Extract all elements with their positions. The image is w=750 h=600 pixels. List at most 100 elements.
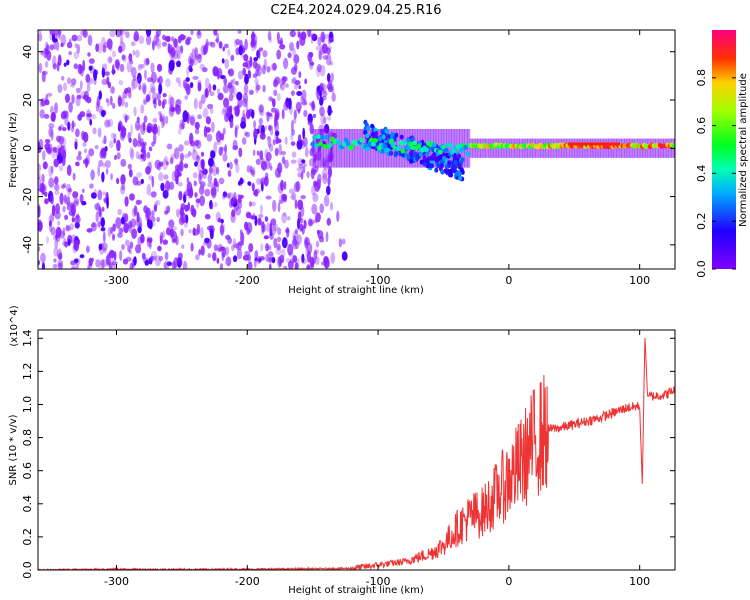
noise-blob xyxy=(62,205,66,213)
noise-blob xyxy=(293,54,300,65)
noise-blob xyxy=(268,162,272,170)
noise-blob xyxy=(327,72,331,83)
noise-blob xyxy=(122,113,128,120)
noise-blob xyxy=(146,183,152,196)
noise-blob xyxy=(235,124,239,131)
noise-blob xyxy=(209,91,215,96)
noise-blob xyxy=(79,193,84,204)
noise-blob xyxy=(38,30,42,34)
noise-blob xyxy=(195,139,202,149)
broadened-signal-blob xyxy=(430,163,434,169)
noise-blob xyxy=(207,103,214,110)
x-tick-label: -200 xyxy=(235,274,260,287)
noise-blob xyxy=(233,191,237,202)
noise-blob xyxy=(221,108,226,116)
noise-blob xyxy=(192,172,198,179)
broadened-signal-blob xyxy=(406,137,411,143)
noise-blob xyxy=(300,206,305,217)
noise-blob xyxy=(256,257,263,263)
noise-blob xyxy=(221,252,225,262)
noise-blob xyxy=(189,58,194,67)
noise-blob xyxy=(311,169,317,175)
noise-blob xyxy=(143,58,150,66)
noise-blob xyxy=(237,30,242,34)
noise-blob xyxy=(138,35,145,45)
noise-blob xyxy=(116,60,120,72)
noise-blob xyxy=(257,217,262,226)
signal-core xyxy=(327,142,333,148)
noise-blob xyxy=(104,160,111,169)
broadened-signal-blob xyxy=(443,168,448,174)
noise-blob xyxy=(292,118,297,124)
noise-blob xyxy=(291,151,297,158)
noise-blob xyxy=(311,203,318,215)
noise-blob xyxy=(318,50,322,61)
noise-blob xyxy=(53,258,57,263)
noise-blob xyxy=(268,112,273,117)
noise-blob xyxy=(251,182,255,192)
broadened-signal-blob xyxy=(374,131,379,136)
noise-blob xyxy=(218,177,225,185)
noise-blob xyxy=(146,151,151,159)
noise-blob xyxy=(103,135,107,145)
signal-core xyxy=(371,141,376,147)
noise-blob xyxy=(144,259,149,266)
noise-blob xyxy=(158,172,164,182)
noise-blob xyxy=(150,62,155,73)
noise-blob xyxy=(152,128,156,133)
noise-blob xyxy=(101,67,106,78)
noise-blob xyxy=(162,98,167,105)
noise-blob xyxy=(197,53,202,59)
noise-blob xyxy=(82,141,87,147)
noise-blob xyxy=(263,235,270,240)
noise-blob xyxy=(98,159,104,167)
noise-blob xyxy=(225,256,232,267)
noise-blob xyxy=(70,260,77,266)
noise-blob xyxy=(107,39,113,45)
noise-blob xyxy=(246,211,251,216)
noise-blob xyxy=(284,136,288,145)
noise-blob xyxy=(151,210,155,217)
colorbar: 0.0 0.2 0.4 0.6 0.8 Normalized spectral ampl… xyxy=(695,30,749,278)
noise-blob xyxy=(58,164,64,172)
noise-blob xyxy=(213,30,218,36)
y-tick-label: -40 xyxy=(21,236,34,254)
noise-blob xyxy=(200,159,205,169)
spectrogram-x-ticks: -300 -200 -100 0 100 xyxy=(104,30,650,287)
noise-blob xyxy=(222,191,227,198)
noise-blob xyxy=(156,43,162,49)
noise-blob xyxy=(136,211,140,223)
noise-blob xyxy=(268,251,274,257)
noise-blob xyxy=(222,84,229,94)
colorbar-label: Normalized spectral amplitude xyxy=(738,73,749,227)
noise-blob xyxy=(319,203,325,214)
snr-y-multiplier: (x10^4) xyxy=(9,305,20,346)
noise-blob xyxy=(126,87,132,94)
noise-blob xyxy=(136,172,143,178)
noise-blob xyxy=(205,38,209,47)
noise-blob xyxy=(129,59,134,65)
noise-blob xyxy=(309,51,314,58)
noise-blob xyxy=(110,132,115,140)
noise-blob xyxy=(166,161,169,166)
noise-blob xyxy=(98,206,102,218)
noise-blob xyxy=(48,215,54,224)
noise-blob xyxy=(273,115,278,127)
noise-blob xyxy=(152,40,155,51)
noise-blob xyxy=(253,57,259,62)
noise-blob xyxy=(235,162,240,174)
noise-blob xyxy=(49,220,53,233)
noise-blob xyxy=(156,63,163,72)
noise-blob xyxy=(269,165,273,171)
noise-blob xyxy=(131,228,138,240)
noise-blob xyxy=(112,50,116,58)
noise-blob xyxy=(297,218,300,230)
noise-blob xyxy=(252,212,256,219)
signal-core xyxy=(345,141,351,147)
noise-blob xyxy=(177,128,182,135)
y-tick-label: 0.8 xyxy=(21,429,34,447)
noise-blob xyxy=(184,95,189,100)
signal-core xyxy=(343,137,349,143)
noise-blob xyxy=(218,41,223,49)
noise-blob xyxy=(51,204,56,217)
